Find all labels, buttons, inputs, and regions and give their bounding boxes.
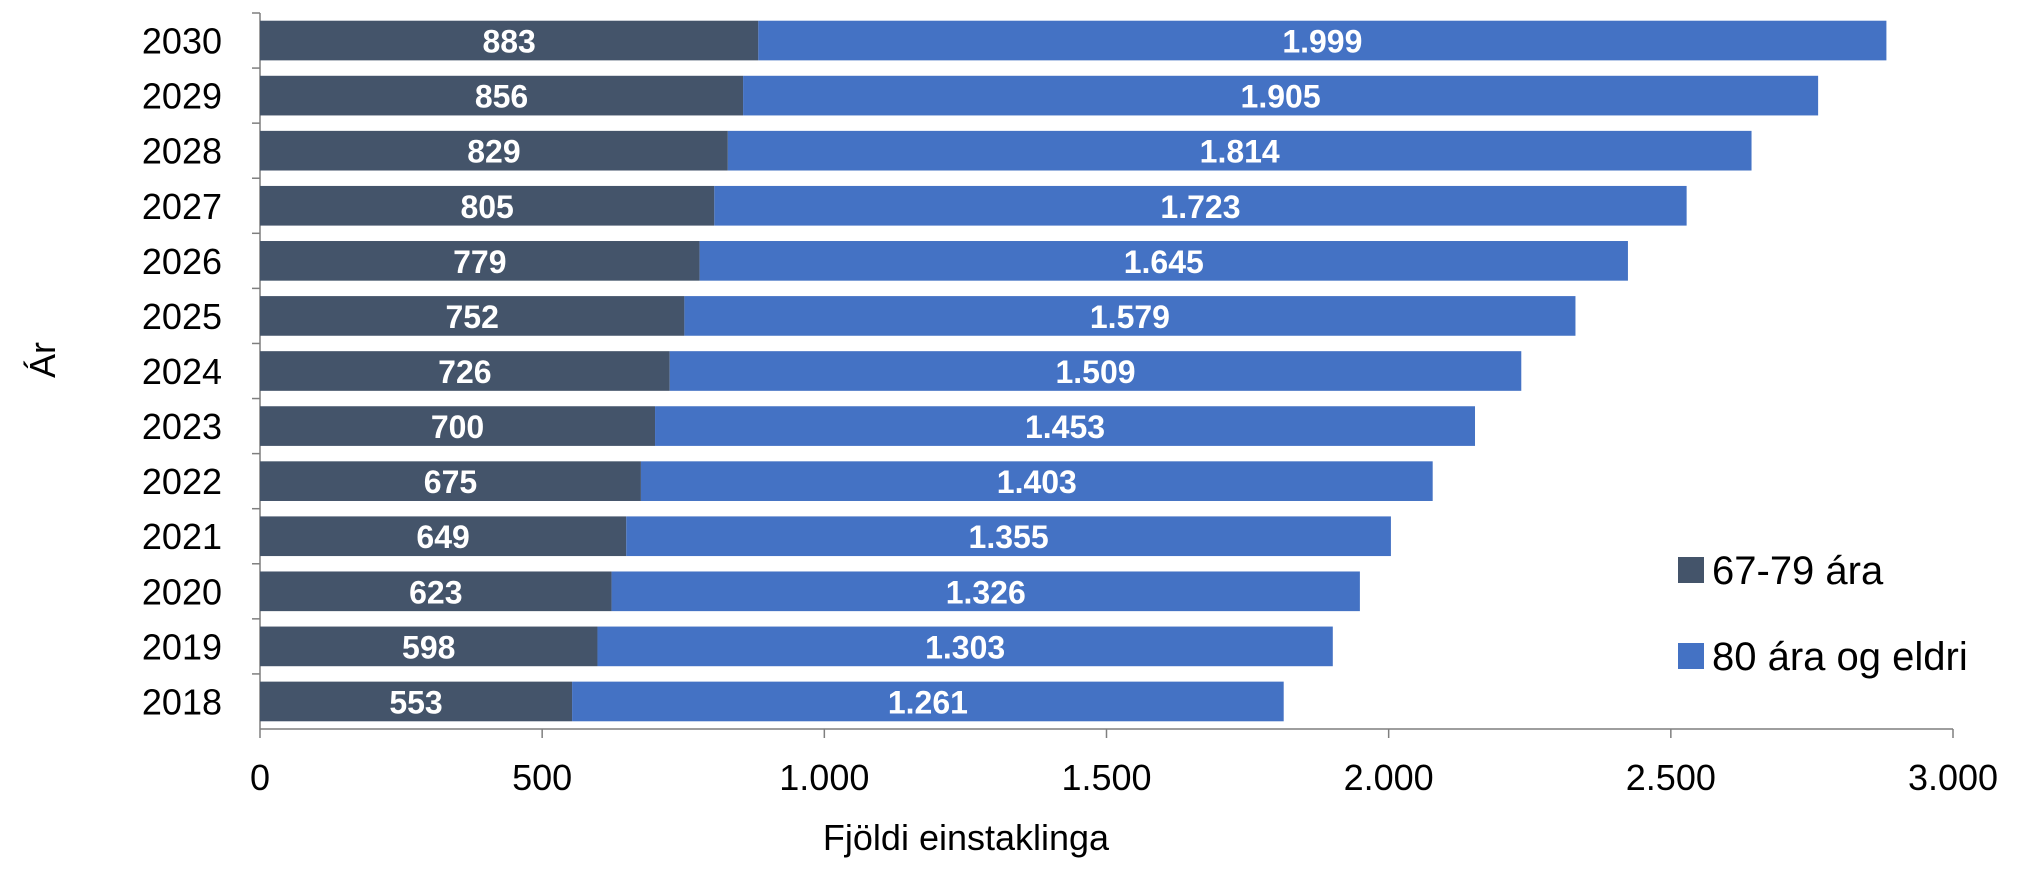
- data-label-2028-series-1: 829: [467, 134, 520, 170]
- bar-segment-2026-series-1: [260, 241, 700, 281]
- data-label-2023-series-2: 1.453: [1025, 409, 1105, 445]
- y-axis-title: Ár: [22, 342, 63, 378]
- bar-segment-2018-series-1: [260, 681, 573, 722]
- bar-segment-2030-series-1: [260, 20, 759, 61]
- bar-segment-2022-series-2: [640, 461, 1433, 501]
- data-label-2025-series-1: 752: [445, 299, 498, 335]
- data-label-2022-series-1: 675: [424, 464, 477, 500]
- x-tick-label-2000: 2.000: [1344, 757, 1434, 798]
- bar-segment-2021-series-2: [626, 516, 1391, 557]
- data-label-2029-series-2: 1.905: [1241, 79, 1321, 115]
- bar-segment-2023-series-2: [655, 406, 1476, 446]
- y-tick-label-2027: 2027: [142, 186, 222, 227]
- y-tick-label-2026: 2026: [142, 241, 222, 282]
- bar-segment-2025-series-1: [260, 296, 685, 336]
- bar-segment-2027-series-1: [260, 185, 715, 226]
- bar-segment-2020-series-2: [611, 571, 1360, 612]
- data-labels: 553 1.261 598 1.303 623 1.326 649 1.355 675 1.403…: [389, 24, 1362, 721]
- y-tick-label-2029: 2029: [142, 76, 222, 117]
- legend: 67-79 ára 80 ára og eldri: [1678, 549, 1968, 679]
- y-tick-label-2018: 2018: [142, 681, 222, 722]
- y-tick-label-2030: 2030: [142, 21, 222, 62]
- bar-segment-2019-series-1: [260, 626, 598, 667]
- data-label-2018-series-2: 1.261: [888, 684, 968, 720]
- data-label-2023-series-1: 700: [431, 409, 484, 445]
- bar-segment-2023-series-1: [260, 406, 656, 446]
- y-tick-label-2028: 2028: [142, 131, 222, 172]
- bar-segment-2029-series-2: [743, 75, 1819, 116]
- bars: [260, 20, 1887, 722]
- bar-segment-2020-series-1: [260, 571, 612, 612]
- data-label-2027-series-2: 1.723: [1160, 189, 1240, 225]
- legend-label-series-1: 67-79 ára: [1712, 549, 1884, 593]
- data-label-2030-series-1: 883: [482, 24, 535, 60]
- x-axis-title: Fjöldi einstaklinga: [823, 817, 1110, 858]
- x-tick-label-500: 500: [512, 757, 572, 798]
- bar-segment-2024-series-1: [260, 351, 670, 391]
- data-label-2020-series-1: 623: [409, 574, 462, 610]
- data-label-2022-series-2: 1.403: [997, 464, 1077, 500]
- bar-segment-2029-series-1: [260, 75, 744, 116]
- y-tick-label-2024: 2024: [142, 351, 222, 392]
- data-label-2020-series-2: 1.326: [946, 574, 1026, 610]
- bar-segment-2025-series-2: [684, 296, 1576, 336]
- bar-segment-2026-series-2: [699, 241, 1628, 281]
- data-label-2019-series-1: 598: [402, 629, 455, 665]
- data-label-2027-series-1: 805: [460, 189, 513, 225]
- bar-segment-2022-series-1: [260, 461, 641, 501]
- data-label-2028-series-2: 1.814: [1200, 134, 1280, 170]
- bar-segment-2027-series-2: [714, 185, 1687, 226]
- y-tick-label-2021: 2021: [142, 516, 222, 557]
- x-tick-label-1000: 1.000: [779, 757, 869, 798]
- data-label-2030-series-2: 1.999: [1282, 24, 1362, 60]
- data-label-2021-series-2: 1.355: [969, 519, 1049, 555]
- x-tick-label-0: 0: [250, 757, 270, 798]
- legend-swatch-series-2: [1678, 643, 1704, 669]
- data-label-2018-series-1: 553: [389, 684, 442, 720]
- y-tick-label-2025: 2025: [142, 296, 222, 337]
- y-tick-label-2020: 2020: [142, 571, 222, 612]
- data-label-2024-series-2: 1.509: [1055, 354, 1135, 390]
- tick-labels: 2018 2019 2020 2021 2022 2023 2024 2025 2026 2027…: [142, 21, 1998, 798]
- data-label-2019-series-2: 1.303: [925, 629, 1005, 665]
- bar-segment-2024-series-2: [669, 351, 1522, 391]
- data-label-2026-series-1: 779: [453, 244, 506, 280]
- bar-segment-2019-series-2: [597, 626, 1333, 667]
- bar-segment-2028-series-1: [260, 130, 728, 171]
- bar-segment-2028-series-2: [727, 130, 1752, 171]
- data-label-2025-series-2: 1.579: [1090, 299, 1170, 335]
- bar-segment-2018-series-2: [572, 681, 1284, 722]
- x-tick-label-1500: 1.500: [1061, 757, 1151, 798]
- data-label-2024-series-1: 726: [438, 354, 491, 390]
- legend-label-series-2: 80 ára og eldri: [1712, 635, 1968, 679]
- x-tick-label-3000: 3.000: [1908, 757, 1998, 798]
- bar-segment-2021-series-1: [260, 516, 627, 557]
- bar-segment-2030-series-2: [758, 20, 1887, 61]
- data-label-2029-series-1: 856: [475, 79, 528, 115]
- data-label-2026-series-2: 1.645: [1124, 244, 1204, 280]
- y-tick-label-2019: 2019: [142, 626, 222, 667]
- y-tick-label-2022: 2022: [142, 461, 222, 502]
- x-tick-label-2500: 2.500: [1626, 757, 1716, 798]
- legend-swatch-series-1: [1678, 557, 1704, 583]
- y-tick-label-2023: 2023: [142, 406, 222, 447]
- data-label-2021-series-1: 649: [416, 519, 469, 555]
